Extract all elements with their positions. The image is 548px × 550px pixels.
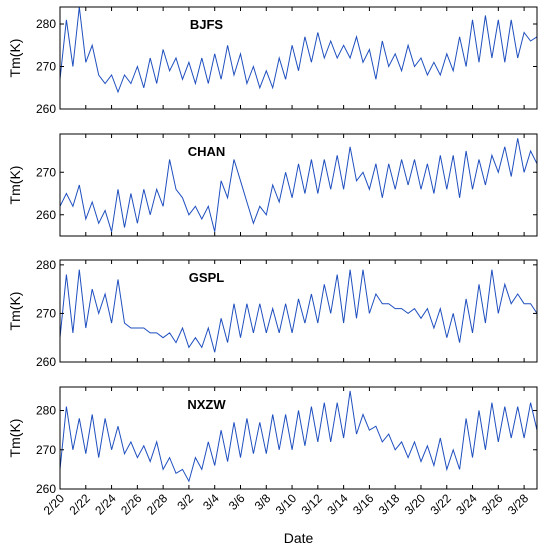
x-tick-label: 3/20 <box>402 491 429 518</box>
x-tick-label: 3/4 <box>200 491 222 513</box>
y-tick-label: 260 <box>36 102 56 116</box>
x-tick-label: 3/22 <box>427 491 454 518</box>
y-tick-label: 280 <box>36 258 56 272</box>
y-axis-label: Tm(K) <box>7 292 23 331</box>
series-line-bjfs <box>60 7 537 94</box>
panel-frame <box>59 6 538 110</box>
y-tick-label: 270 <box>36 60 56 74</box>
y-axis-label: Tm(K) <box>7 419 23 458</box>
x-tick-label: 2/28 <box>144 491 171 518</box>
x-tick-label: 3/12 <box>299 491 326 518</box>
y-tick-label: 280 <box>36 404 56 418</box>
y-tick-label: 270 <box>36 306 56 320</box>
y-axis-label: Tm(K) <box>7 39 23 78</box>
station-label: NXZW <box>187 397 226 412</box>
x-tick-label: 3/8 <box>252 491 274 513</box>
x-tick-label: 3/16 <box>350 491 377 518</box>
x-tick-label: 2/24 <box>92 491 119 518</box>
panel-frame <box>59 133 538 237</box>
y-tick-label: 260 <box>36 208 56 222</box>
y-tick-label: 270 <box>36 443 56 457</box>
x-tick-label: 3/6 <box>226 491 248 513</box>
x-tick-label: 3/18 <box>376 491 403 518</box>
station-label: CHAN <box>188 144 226 159</box>
panel-frame <box>59 386 538 490</box>
station-label: GSPL <box>189 270 224 285</box>
panel-nxzw: 260 270 280 Tm(K) NXZW <box>7 386 538 496</box>
x-tick-label: 2/26 <box>118 491 145 518</box>
x-tick-label: 3/2 <box>174 491 196 513</box>
y-tick-label: 270 <box>36 165 56 179</box>
y-tick-label: 280 <box>36 17 56 31</box>
station-label: BJFS <box>190 17 224 32</box>
series-line-chan <box>60 138 537 232</box>
x-tick-label: 3/26 <box>479 491 506 518</box>
series-line-gspl <box>60 269 537 353</box>
panel-chan: 260 270 Tm(K) CHAN <box>7 133 538 237</box>
panel-gspl: 260 270 280 Tm(K) GSPL <box>7 258 538 369</box>
x-axis-label: Date <box>284 530 314 546</box>
panel-frame <box>59 259 538 363</box>
x-tick-label: 3/28 <box>505 491 532 518</box>
y-axis-label: Tm(K) <box>7 166 23 205</box>
y-tick-label: 260 <box>36 355 56 369</box>
y-tick-label: 260 <box>36 482 56 496</box>
series-line-nxzw <box>60 390 537 483</box>
x-tick-label: 3/10 <box>273 491 300 518</box>
x-tick-label: 3/14 <box>324 491 351 518</box>
x-tick-label: 3/24 <box>453 491 480 518</box>
x-tick-label: 2/22 <box>66 491 93 518</box>
panel-bjfs: 260 270 280 Tm(K) BJFS <box>7 6 538 116</box>
